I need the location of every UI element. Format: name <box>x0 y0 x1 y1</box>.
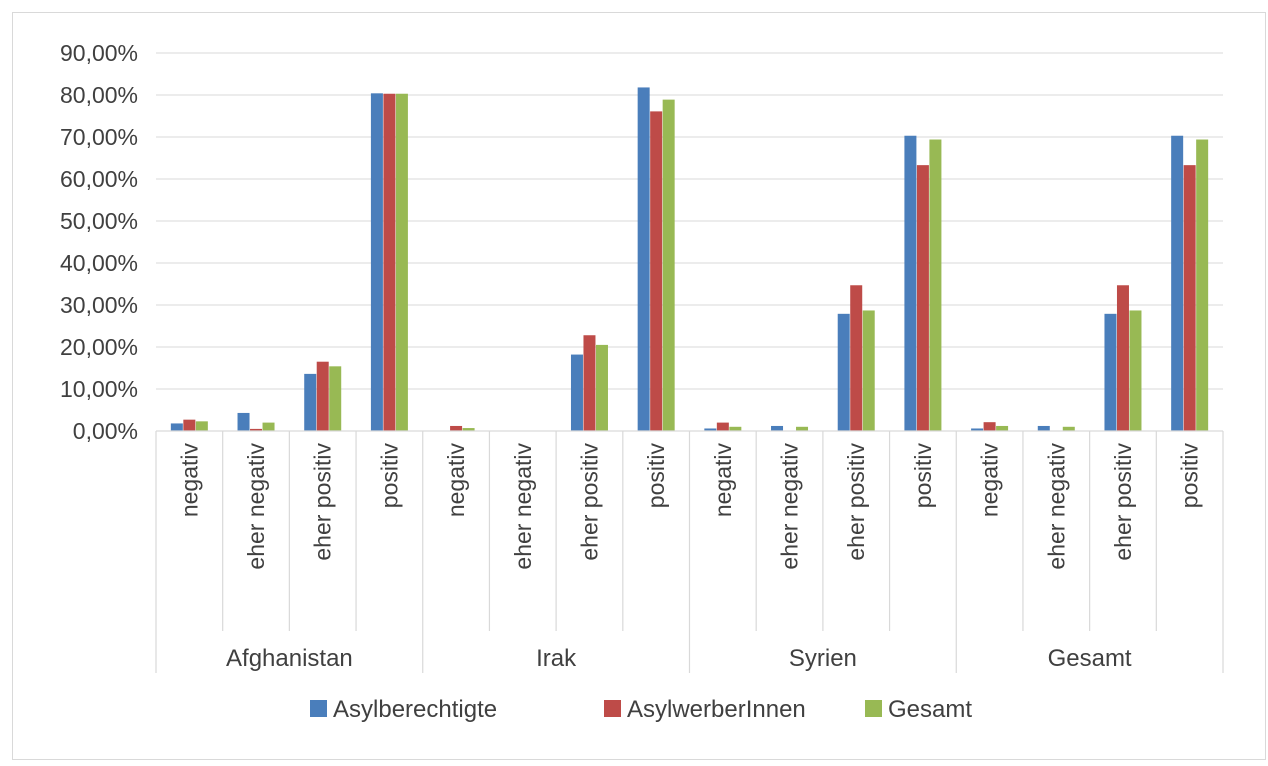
y-tick-label: 60,00% <box>60 166 138 192</box>
x-group-label: Gesamt <box>1048 645 1132 672</box>
x-category-label: positiv <box>376 443 402 509</box>
bar <box>383 93 396 432</box>
bar <box>1116 285 1129 431</box>
x-category-label: positiv <box>643 443 669 509</box>
bar <box>1171 135 1184 431</box>
gridlines <box>156 52 1223 390</box>
bar <box>1183 165 1196 431</box>
y-tick-label: 20,00% <box>60 334 138 360</box>
bar <box>262 422 275 431</box>
grouped-bar-chart: 0,00% 10,00% 20,00% 30,00% 40,00% 50,00% 60,00… <box>60 40 1224 723</box>
chart-frame: 0,00% 10,00% 20,00% 30,00% 40,00% 50,00% 60,00… <box>12 12 1266 760</box>
bar <box>183 419 196 431</box>
x-category-label: eher positiv <box>310 443 336 561</box>
legend: Asylberechtigte AsylwerberInnen Gesamt <box>310 696 972 723</box>
bar <box>929 139 942 431</box>
bar <box>395 93 408 432</box>
x-group-label: Irak <box>536 645 577 672</box>
legend-swatch <box>604 700 621 717</box>
bar <box>1037 425 1050 431</box>
bar <box>729 426 742 431</box>
x-category-label: eher positiv <box>1110 443 1136 561</box>
bar <box>1129 310 1142 431</box>
bar <box>583 335 596 431</box>
x-category-label: positiv <box>910 443 936 509</box>
y-tick-label: 50,00% <box>60 208 138 234</box>
y-tick-label: 40,00% <box>60 250 138 276</box>
y-tick-label: 70,00% <box>60 124 138 150</box>
bar <box>316 361 329 431</box>
legend-label: AsylwerberInnen <box>627 696 806 723</box>
bar <box>796 426 809 431</box>
bar <box>983 422 996 431</box>
x-category-label: negativ <box>710 443 736 518</box>
bars <box>170 87 1209 432</box>
legend-swatch <box>310 700 327 717</box>
bar <box>904 135 917 431</box>
bar <box>1196 139 1209 431</box>
bar <box>329 366 342 431</box>
bar <box>704 428 717 431</box>
bar <box>195 421 208 431</box>
bar <box>304 373 317 431</box>
x-category-label: negativ <box>176 443 202 518</box>
bar <box>996 425 1009 431</box>
bar <box>971 428 984 431</box>
bar <box>570 354 583 431</box>
bar <box>662 99 675 432</box>
x-category-label: eher negativ <box>777 443 803 570</box>
x-category-label: eher positiv <box>843 443 869 561</box>
bar <box>916 165 929 431</box>
bar <box>650 111 663 431</box>
legend-label: Asylberechtigte <box>333 696 497 723</box>
y-tick-label: 90,00% <box>60 40 138 66</box>
bar <box>850 285 863 431</box>
bar <box>716 422 729 431</box>
x-category-label: eher negativ <box>510 443 536 570</box>
bar <box>862 310 875 431</box>
y-tick-label: 30,00% <box>60 292 138 318</box>
bar <box>250 428 263 431</box>
x-group-label: Syrien <box>789 645 857 672</box>
legend-swatch <box>865 700 882 717</box>
bar <box>595 344 608 431</box>
bar <box>1104 313 1117 431</box>
bar <box>637 87 650 431</box>
bar <box>170 423 183 431</box>
legend-label: Gesamt <box>888 696 972 723</box>
bar <box>837 313 850 431</box>
x-category-label: negativ <box>443 443 469 518</box>
axes <box>155 430 1224 673</box>
bar <box>1062 426 1075 431</box>
x-category-label: eher positiv <box>577 443 603 561</box>
x-group-label: Afghanistan <box>226 645 353 672</box>
bar <box>771 425 784 431</box>
labels: 0,00% 10,00% 20,00% 30,00% 40,00% 50,00% 60,00… <box>60 40 1203 672</box>
bar <box>237 412 250 431</box>
y-tick-label: 80,00% <box>60 82 138 108</box>
x-category-label: negativ <box>977 443 1003 518</box>
x-category-label: eher negativ <box>1043 443 1069 570</box>
bar <box>370 93 383 431</box>
y-tick-label: 0,00% <box>73 418 138 444</box>
x-category-label: positiv <box>1177 443 1203 509</box>
bar <box>450 425 463 431</box>
bar <box>462 428 475 431</box>
x-category-label: eher negativ <box>243 443 269 570</box>
y-tick-label: 10,00% <box>60 376 138 402</box>
